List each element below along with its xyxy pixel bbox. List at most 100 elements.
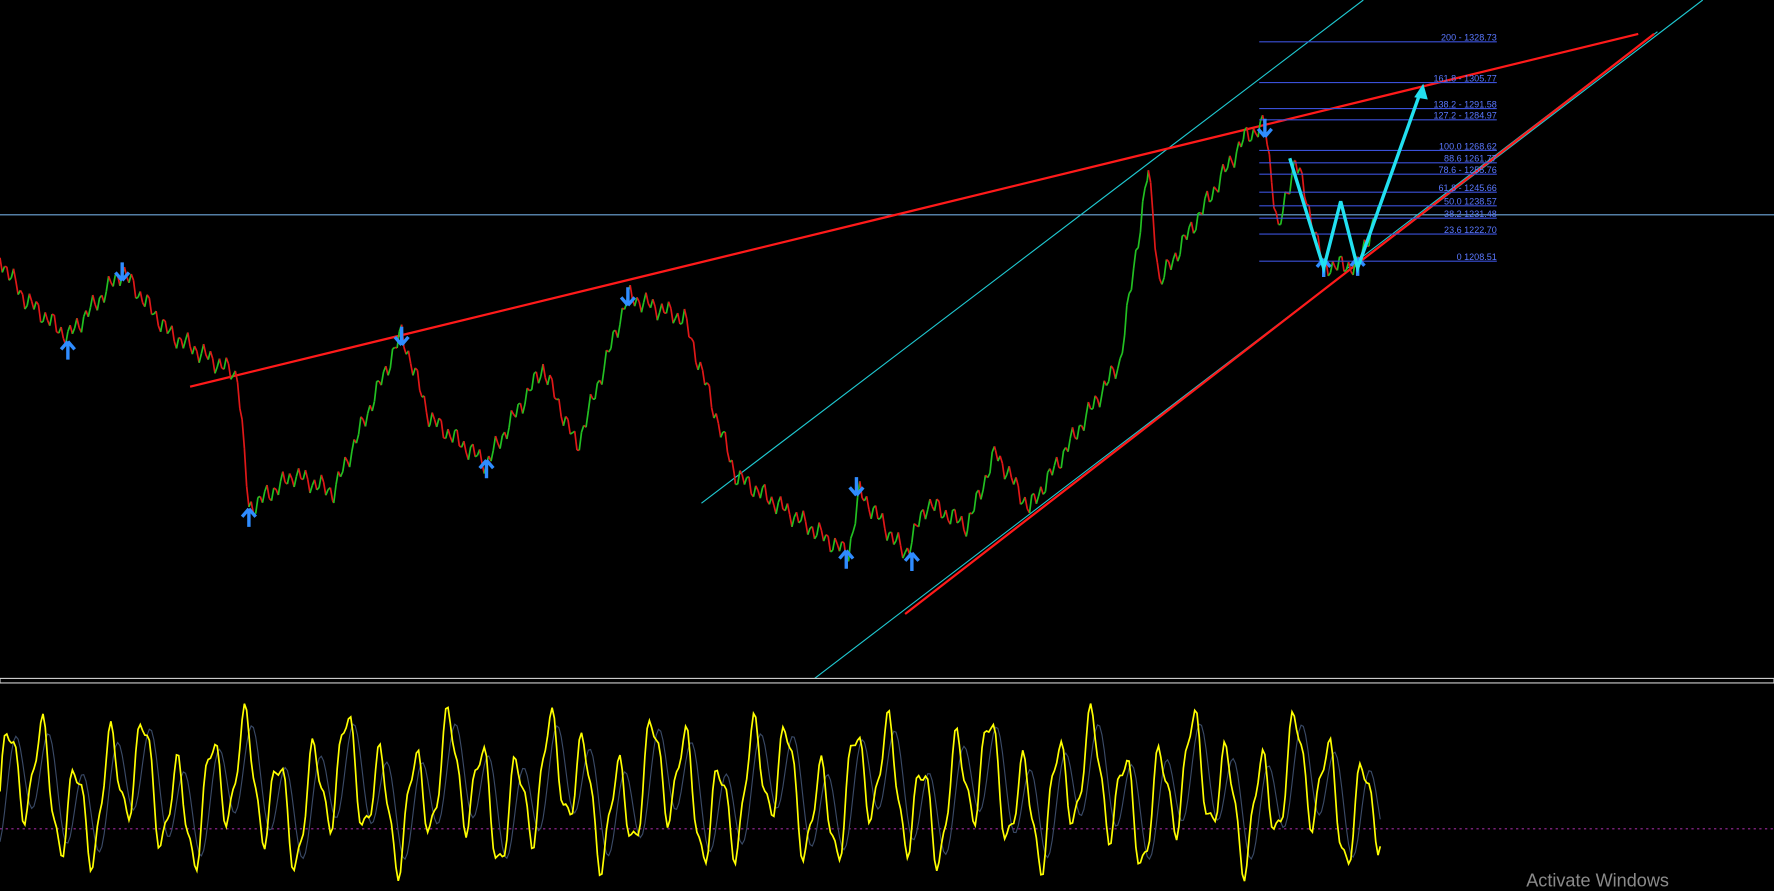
candle xyxy=(1252,128,1257,134)
candle xyxy=(171,325,176,342)
candle xyxy=(779,496,784,510)
candle xyxy=(389,348,394,369)
fib-label: 200 - 1328.73 xyxy=(1441,33,1497,43)
candle xyxy=(661,303,665,313)
candle xyxy=(351,439,355,452)
candle xyxy=(1154,248,1159,264)
candle xyxy=(578,432,583,451)
up-arrow xyxy=(59,340,76,360)
fib-label: 0 1208.51 xyxy=(1457,252,1497,262)
candle xyxy=(329,487,334,501)
candle xyxy=(1035,495,1040,505)
candle xyxy=(956,520,960,524)
candle xyxy=(825,534,829,537)
candle xyxy=(665,301,670,314)
candle xyxy=(1242,130,1246,140)
candle xyxy=(288,473,293,479)
candle xyxy=(726,451,731,463)
candle xyxy=(178,336,182,340)
candle xyxy=(309,485,314,494)
up-arrow xyxy=(838,549,855,569)
candle xyxy=(580,425,585,433)
candle xyxy=(969,512,973,515)
candle xyxy=(1116,358,1121,369)
candle xyxy=(739,470,743,476)
candle xyxy=(1156,262,1161,280)
candle xyxy=(239,408,243,420)
fib-label: 61.8 - 1245.66 xyxy=(1439,183,1497,193)
candle xyxy=(567,419,572,435)
candle xyxy=(537,376,542,384)
candle xyxy=(954,509,958,524)
candle xyxy=(573,431,578,451)
candle xyxy=(827,536,832,552)
candle xyxy=(1217,174,1222,193)
candle xyxy=(214,366,219,374)
candle xyxy=(1282,191,1287,212)
candle xyxy=(428,424,431,428)
candle xyxy=(332,484,337,504)
candle xyxy=(1087,401,1092,410)
candle xyxy=(1233,151,1238,168)
candle xyxy=(435,418,440,428)
candle xyxy=(322,481,327,496)
candle xyxy=(48,313,53,326)
candle xyxy=(999,455,1004,464)
candle xyxy=(139,291,144,303)
candle xyxy=(1182,234,1185,237)
candle xyxy=(841,540,845,544)
candle xyxy=(87,307,92,318)
candle xyxy=(103,291,108,303)
candle xyxy=(1270,182,1275,208)
candle xyxy=(973,492,978,511)
candle xyxy=(589,393,594,400)
candle xyxy=(270,487,275,501)
candle xyxy=(562,416,567,427)
candle xyxy=(1144,180,1149,189)
candle xyxy=(230,375,234,380)
candle xyxy=(425,412,430,427)
projection-arrowhead xyxy=(1414,83,1428,100)
candle xyxy=(587,394,592,411)
trend-line xyxy=(904,33,1655,615)
candle xyxy=(1226,155,1231,169)
candle xyxy=(1141,187,1146,202)
candle xyxy=(69,324,74,335)
candle xyxy=(132,280,137,299)
candle xyxy=(409,363,414,376)
candle xyxy=(91,294,96,305)
candle xyxy=(899,545,904,559)
candle xyxy=(1299,167,1304,175)
candle xyxy=(874,505,879,520)
candle xyxy=(1055,456,1060,468)
candle xyxy=(1343,269,1347,273)
candle xyxy=(933,498,938,511)
projection-path xyxy=(1288,89,1423,275)
candle xyxy=(852,523,857,533)
candle xyxy=(535,371,540,384)
candle xyxy=(96,297,101,311)
candle xyxy=(708,385,713,408)
fib-label: 23.6 1222.70 xyxy=(1444,225,1497,235)
candle xyxy=(1076,425,1081,440)
fibonacci-levels: 200 - 1328.73 161.8 - 1305.77 138.2 - 1291… xyxy=(1259,33,1497,262)
candle xyxy=(293,476,298,488)
candle xyxy=(1327,272,1332,277)
candle xyxy=(717,423,722,438)
candle xyxy=(521,403,526,414)
candle xyxy=(1170,259,1175,271)
candle xyxy=(387,367,392,376)
candle xyxy=(506,427,510,440)
candle xyxy=(162,318,166,322)
candle xyxy=(357,416,362,435)
candle xyxy=(26,293,31,306)
candle xyxy=(60,326,65,339)
candle xyxy=(897,532,902,546)
candle xyxy=(21,294,26,310)
candle xyxy=(198,353,203,363)
candle xyxy=(831,537,836,551)
candle xyxy=(1331,260,1336,268)
candle xyxy=(1060,450,1065,469)
candle xyxy=(542,363,547,378)
